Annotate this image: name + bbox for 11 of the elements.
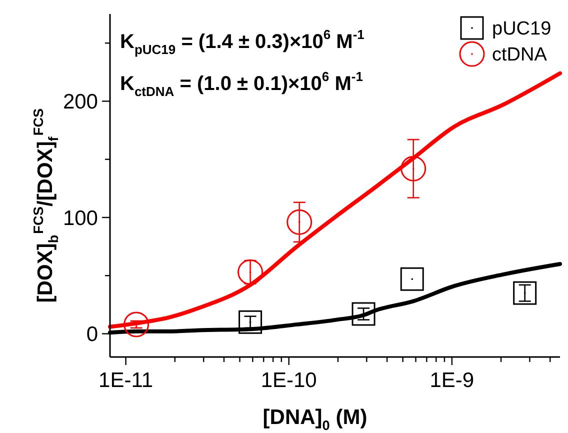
x-tick-label: 1E-10 [260, 369, 317, 392]
x-tick-label: 1E-11 [98, 369, 154, 392]
legend-label: pUC19 [492, 18, 552, 40]
legend-label: ctDNA [492, 44, 548, 66]
x-axis-title: [DNA]$_{0}$ (M) [262, 406, 368, 433]
annotation: K$_{ctDNA}$ = (1.0 ± 0.1)×10$^{6}$ M$^{-1}$ [120, 69, 363, 99]
annotation: K$_{pUC19}$ = (1.4 ± 0.3)×10$^{6}$ M$^{-1}$ [120, 27, 364, 57]
x-tick-label: 1E-9 [430, 369, 474, 392]
y-tick-label: 100 [62, 206, 98, 230]
y-tick-label: 0 [86, 323, 98, 346]
y-tick-label: 200 [62, 90, 98, 114]
